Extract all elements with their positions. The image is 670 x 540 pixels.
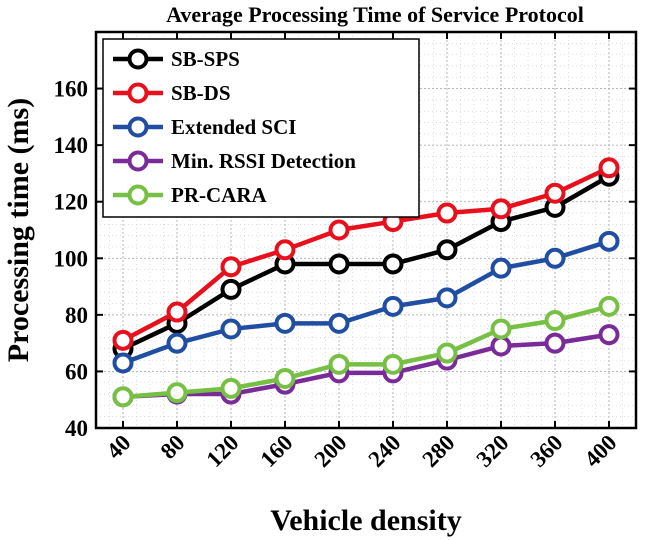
x-tick-label: 360 xyxy=(525,430,567,472)
series-line xyxy=(122,174,611,351)
data-point xyxy=(544,182,566,204)
data-point xyxy=(328,219,350,241)
data-point xyxy=(490,318,512,340)
x-tick-label: 320 xyxy=(471,430,513,472)
data-point xyxy=(220,256,242,278)
data-point xyxy=(220,318,242,340)
legend-label: SB-SPS xyxy=(171,47,240,71)
data-point xyxy=(598,295,620,317)
data-point xyxy=(274,239,296,261)
y-tick-label: 60 xyxy=(65,359,88,384)
data-point xyxy=(544,332,566,354)
data-point xyxy=(436,287,458,309)
data-point xyxy=(382,353,404,375)
data-point xyxy=(220,377,242,399)
plot-frame xyxy=(94,30,638,430)
data-point xyxy=(328,353,350,375)
y-tick-label: 40 xyxy=(65,416,88,441)
legend-label: Extended SCI xyxy=(171,115,296,139)
legend-swatch-marker xyxy=(127,116,149,138)
data-point xyxy=(490,257,512,279)
data-point xyxy=(436,202,458,224)
chart-title: Average Processing Time of Service Proto… xyxy=(166,2,584,27)
data-point xyxy=(598,157,620,179)
data-point xyxy=(544,310,566,332)
legend-entry: SB-DS xyxy=(113,81,231,105)
data-point xyxy=(544,247,566,269)
data-point xyxy=(598,230,620,252)
x-tick-label: 120 xyxy=(201,430,243,472)
legend-swatch-marker xyxy=(127,82,149,104)
data-point xyxy=(382,295,404,317)
series-extended-sci xyxy=(112,230,620,374)
data-point xyxy=(490,335,512,357)
data-point xyxy=(490,198,512,220)
data-point xyxy=(436,239,458,261)
data-point xyxy=(166,332,188,354)
series-line xyxy=(122,239,610,366)
legend-entry: Min. RSSI Detection xyxy=(113,149,356,173)
legend-label: Min. RSSI Detection xyxy=(171,149,356,173)
data-point xyxy=(112,352,134,374)
legend-swatch-marker xyxy=(127,150,149,172)
legend: SB-SPS SB-DS Extended SCI Min. RSSI Detecti… xyxy=(102,38,420,218)
data-point xyxy=(166,382,188,404)
series-line xyxy=(121,165,610,343)
legend-entry: Extended SCI xyxy=(113,115,296,139)
y-tick-label: 140 xyxy=(54,133,89,158)
x-axis-label: Vehicle density xyxy=(270,504,461,537)
x-tick-label: 40 xyxy=(102,430,136,464)
y-tick-label: 80 xyxy=(65,303,88,328)
data-point xyxy=(598,324,620,346)
data-point xyxy=(436,342,458,364)
legend-swatch-marker xyxy=(127,48,149,70)
y-axis-label: Processing time (ms) xyxy=(2,98,35,362)
x-tick-label: 280 xyxy=(417,430,459,472)
data-point xyxy=(112,329,134,351)
series-line xyxy=(122,304,610,400)
series-sb-ds xyxy=(112,157,620,351)
data-point xyxy=(328,253,350,275)
legend-label: SB-DS xyxy=(171,81,231,105)
data-point xyxy=(382,253,404,275)
legend-entry: PR-CARA xyxy=(113,183,267,207)
data-point xyxy=(328,312,350,334)
y-axis-ticks: 40 60 80 100 120 140 160 xyxy=(54,77,636,441)
data-point xyxy=(274,368,296,389)
series-line xyxy=(122,332,610,400)
legend-swatch-marker xyxy=(127,184,149,206)
y-tick-label: 160 xyxy=(54,77,89,102)
data-point xyxy=(220,278,242,300)
data-point xyxy=(274,312,296,334)
series-layer xyxy=(112,157,620,408)
y-tick-label: 100 xyxy=(54,246,89,271)
x-tick-label: 80 xyxy=(156,430,190,464)
data-point xyxy=(166,301,188,323)
series-pr-cara xyxy=(112,295,620,408)
legend-entry: SB-SPS xyxy=(113,47,240,71)
data-point xyxy=(112,386,134,408)
x-tick-label: 240 xyxy=(363,430,405,472)
x-tick-label: 160 xyxy=(255,430,297,472)
x-tick-label: 400 xyxy=(579,430,621,472)
y-tick-label: 120 xyxy=(54,190,89,215)
legend-label: PR-CARA xyxy=(171,183,267,207)
x-tick-label: 200 xyxy=(309,430,351,472)
